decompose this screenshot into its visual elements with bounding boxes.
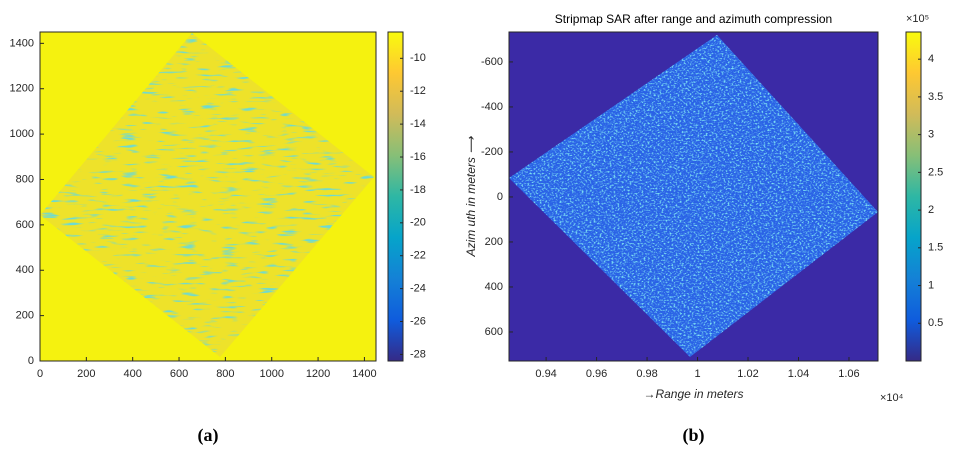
x-tick-label: 1400 [352,368,376,380]
colorbar-tick-label: -12 [410,85,426,97]
y-tick-label: -200 [481,146,503,158]
y-tick-label: 600 [16,219,34,231]
colorbar-tick-label: 2.5 [928,166,943,178]
image-texture [509,35,878,357]
x-tick-label: 0 [37,368,43,380]
colorbar-tick-label: 3.5 [928,91,943,103]
y-axis-label: Azim uth in meters ⟶ [464,136,478,258]
x-tick-label: 1200 [306,368,330,380]
y-tick-label: 1200 [10,83,34,95]
y-tick-label: 600 [485,326,503,338]
y-tick-label: 200 [485,236,503,248]
colorbar-tick-label: 0.5 [928,317,943,329]
x-tick-label: 400 [124,368,142,380]
colorbar-tick-label: 2 [928,204,934,216]
colorbar-tick-label: -10 [410,52,426,64]
colorbar-tick-label: 3 [928,129,934,141]
colorbar-exponent: ×10⁵ [906,13,929,25]
x-tick-label: 0.96 [586,368,607,380]
colorbar-tick-label: -28 [410,348,426,360]
x-tick-label: 0.98 [636,368,657,380]
y-tick-label: 400 [16,264,34,276]
colorbar-tick-label: -26 [410,315,426,327]
y-tick-label: 200 [16,310,34,322]
colorbar-tick-label: 1 [928,279,934,291]
y-tick-label: 0 [497,191,503,203]
colorbar-tick-label: -24 [410,283,426,295]
colorbar-tick-label: 1.5 [928,242,943,254]
y-tick-label: 1400 [10,37,34,49]
y-tick-label: -600 [481,56,503,68]
x-tick-label: 1.06 [838,368,859,380]
x-exponent: ×10⁴ [880,392,904,404]
colorbar [387,31,404,362]
x-tick-label: 1000 [259,368,283,380]
chart-title: Stripmap SAR after range and azimuth com… [555,12,832,26]
y-tick-label: -400 [481,101,503,113]
colorbar-tick-label: -16 [410,151,426,163]
x-tick-label: 1 [694,368,700,380]
colorbar [905,31,922,362]
y-tick-label: 400 [485,281,503,293]
image-texture [40,33,374,357]
colorbar-tick-label: 4 [928,53,934,65]
panel-label: (b) [683,425,705,446]
colorbar-tick-label: -22 [410,250,426,262]
x-tick-label: 600 [170,368,188,380]
y-tick-label: 800 [16,173,34,185]
axes-frame [39,31,377,362]
x-tick-label: 800 [216,368,234,380]
x-tick-label: 0.94 [535,368,556,380]
panel-label: (a) [198,425,219,446]
x-axis-label: →Range in meters [643,387,743,401]
colorbar-tick-label: -18 [410,184,426,196]
x-tick-label: 200 [77,368,95,380]
x-tick-label: 1.02 [737,368,758,380]
y-tick-label: 1000 [10,128,34,140]
y-tick-label: 0 [28,355,34,367]
x-tick-label: 1.04 [788,368,809,380]
colorbar-tick-label: -14 [410,118,426,130]
colorbar-tick-label: -20 [410,217,426,229]
